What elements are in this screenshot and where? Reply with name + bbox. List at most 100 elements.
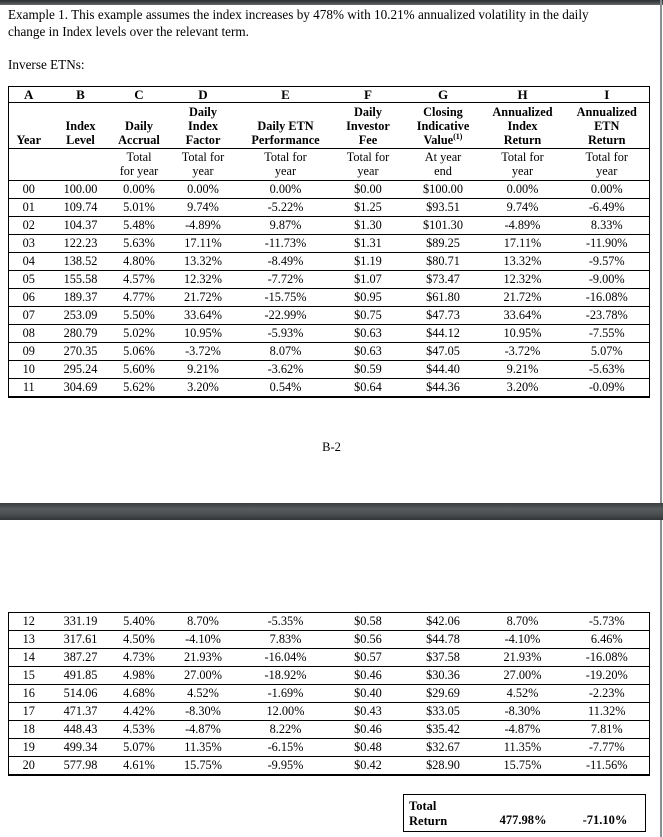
table-cell: $89.25: [426, 236, 460, 250]
table-cell: 4.80%: [123, 254, 155, 268]
column-letter: F: [364, 87, 372, 102]
table-cell: $0.43: [354, 704, 382, 718]
column-letter: E: [281, 87, 290, 102]
table-cell: 4.98%: [123, 668, 155, 682]
table-row: 01 109.74 5.01% 9.74% -5.22% $1.25 $93.51 9.74%…: [8, 199, 650, 217]
table-cell: 21.72%: [503, 290, 542, 304]
table-row: 02 104.37 5.48% -4.89% 9.87% $1.30 $101.30 -4.8…: [8, 217, 650, 235]
table-body-years-00-11: 00 100.00 0.00% 0.00% 0.00% $0.00 $100.00 0.00%…: [8, 181, 650, 397]
table-cell: 100.00: [63, 182, 98, 196]
table-cell: -19.20%: [585, 668, 628, 682]
table-cell: 4.68%: [123, 686, 155, 700]
table-cell: -15.75%: [264, 290, 307, 304]
table-cell: 08: [22, 326, 35, 340]
table-cell: 331.19: [63, 614, 98, 628]
column-letter: H: [517, 87, 528, 102]
table-cell: 5.06%: [123, 344, 155, 358]
subheader-cell: [9, 149, 49, 181]
table-cell: $0.56: [354, 632, 382, 646]
table-row: 17 471.37 4.42% -8.30% 12.00% $0.43 $33.05 -8.3…: [8, 703, 650, 721]
column-header-annualized-etn-return: Annualized ETN Return: [576, 105, 637, 147]
subheader-cell: [49, 149, 113, 181]
table-cell: 5.07%: [590, 344, 623, 358]
table-cell: 12: [22, 614, 35, 628]
table-cell: -9.57%: [588, 254, 625, 268]
table-cell: -4.10%: [504, 632, 541, 646]
table-cell: -5.22%: [267, 200, 304, 214]
table-cell: $101.30: [423, 218, 463, 232]
column-headers-row: Year Index Level Daily Accrual Daily Ind…: [8, 103, 650, 149]
table-cell: 109.74: [63, 200, 98, 214]
column-header-daily-index-factor: Daily Index Factor: [185, 105, 221, 147]
table-cell: 8.70%: [187, 614, 219, 628]
table-cell: 122.23: [63, 236, 98, 250]
column-letter: B: [76, 87, 85, 102]
inverse-etns-table-part2: 12 331.19 5.40% 8.70% -5.35% $0.58 $42.06 8.70%…: [8, 612, 650, 776]
table-cell: 11.35%: [184, 740, 222, 754]
table-row: 00 100.00 0.00% 0.00% 0.00% $0.00 $100.00 0.00%…: [8, 181, 650, 199]
table-cell: 4.52%: [187, 686, 219, 700]
table-cell: 0.00%: [590, 182, 623, 196]
table-cell: 295.24: [63, 362, 98, 376]
table-cell: $42.06: [426, 614, 460, 628]
page-divider-bar-top: [0, 0, 663, 5]
table-cell: 5.63%: [123, 236, 155, 250]
column-letter: A: [24, 87, 34, 102]
table-cell: -4.87%: [185, 722, 221, 736]
table-cell: $0.00: [354, 182, 382, 196]
table-cell: 0.00%: [187, 182, 219, 196]
table-cell: 17.11%: [503, 236, 542, 250]
table-cell: 317.61: [63, 632, 98, 646]
table-cell: $1.07: [354, 272, 382, 286]
column-header-daily-investor-fee: Daily Investor Fee: [346, 105, 390, 147]
table-cell: $0.64: [354, 380, 382, 394]
table-cell: 21.93%: [503, 650, 542, 664]
table-cell: 12.00%: [266, 704, 305, 718]
table-cell: 14: [22, 650, 35, 664]
table-cell: 514.06: [63, 686, 98, 700]
column-header-daily-etn-performance: Daily ETN Performance: [251, 119, 320, 147]
table-row: 04 138.52 4.80% 13.32% -8.49% $1.19 $80.71 13.3…: [8, 253, 650, 271]
table-cell: $0.63: [354, 326, 382, 340]
table-cell: $1.19: [354, 254, 382, 268]
table-cell: $37.58: [426, 650, 460, 664]
column-header-year: Year: [16, 133, 42, 147]
table-cell: 304.69: [63, 380, 98, 394]
table-cell: 03: [22, 236, 35, 250]
table-cell: 5.50%: [123, 308, 155, 322]
table-cell: -0.09%: [588, 380, 625, 394]
table-cell: 5.60%: [123, 362, 155, 376]
table-cell: 13: [22, 632, 35, 646]
table-cell: 11.32%: [588, 704, 626, 718]
table-cell: $0.58: [354, 614, 382, 628]
table-cell: $1.31: [354, 236, 382, 250]
column-letter: C: [134, 87, 144, 102]
table-cell: 10.95%: [503, 326, 542, 340]
table-cell: 12.32%: [503, 272, 542, 286]
table-row: 07 253.09 5.50% 33.64% -22.99% $0.75 $47.73 33.…: [8, 307, 650, 325]
table-cell: -3.62%: [267, 362, 304, 376]
table-row: 12 331.19 5.40% 8.70% -5.35% $0.58 $42.06 8.70%…: [8, 613, 650, 631]
table-cell: -6.15%: [267, 740, 304, 754]
table-cell: 6.46%: [590, 632, 623, 646]
table-row: 11 304.69 5.62% 3.20% 0.54% $0.64 $44.36 3.20% -…: [8, 379, 650, 397]
table-cell: 0.54%: [269, 380, 302, 394]
table-row: 09 270.35 5.06% -3.72% 8.07% $0.63 $47.05 -3.72…: [8, 343, 650, 361]
table-row: 05 155.58 4.57% 12.32% -7.72% $1.07 $73.47 12.3…: [8, 271, 650, 289]
table-cell: 4.61%: [123, 758, 155, 772]
example-intro-paragraph: Example 1. This example assumes the inde…: [8, 7, 589, 40]
table-cell: 387.27: [63, 650, 98, 664]
table-cell: $47.73: [426, 308, 460, 322]
table-cell: 9.74%: [506, 200, 539, 214]
table-cell: $0.46: [354, 722, 382, 736]
table-cell: 5.01%: [123, 200, 155, 214]
table-cell: $44.12: [426, 326, 460, 340]
table-cell: -1.69%: [267, 686, 304, 700]
column-letter: I: [604, 87, 610, 102]
table-cell: -6.49%: [588, 200, 625, 214]
subheader-cell: Total for year: [119, 150, 159, 178]
table-cell: -5.63%: [588, 362, 625, 376]
table-cell: 0.00%: [506, 182, 539, 196]
table-cell: 5.62%: [123, 380, 155, 394]
table-cell: 12.32%: [184, 272, 222, 286]
